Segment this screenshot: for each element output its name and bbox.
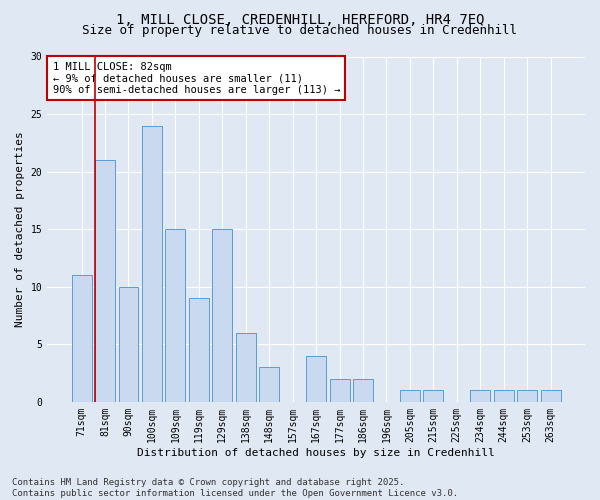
Bar	[329, 379, 350, 402]
Bar	[236, 333, 256, 402]
Text: Size of property relative to detached houses in Credenhill: Size of property relative to detached ho…	[83, 24, 517, 37]
Bar	[95, 160, 115, 402]
Bar	[189, 298, 209, 402]
Bar	[470, 390, 490, 402]
Bar	[212, 229, 232, 402]
Bar	[353, 379, 373, 402]
Bar	[259, 368, 279, 402]
X-axis label: Distribution of detached houses by size in Credenhill: Distribution of detached houses by size …	[137, 448, 495, 458]
Text: Contains HM Land Registry data © Crown copyright and database right 2025.
Contai: Contains HM Land Registry data © Crown c…	[12, 478, 458, 498]
Bar	[400, 390, 420, 402]
Y-axis label: Number of detached properties: Number of detached properties	[15, 132, 25, 327]
Bar	[494, 390, 514, 402]
Bar	[166, 229, 185, 402]
Text: 1, MILL CLOSE, CREDENHILL, HEREFORD, HR4 7EQ: 1, MILL CLOSE, CREDENHILL, HEREFORD, HR4…	[116, 12, 484, 26]
Bar	[71, 275, 92, 402]
Bar	[424, 390, 443, 402]
Bar	[306, 356, 326, 402]
Bar	[142, 126, 162, 402]
Bar	[119, 286, 139, 402]
Bar	[517, 390, 537, 402]
Text: 1 MILL CLOSE: 82sqm
← 9% of detached houses are smaller (11)
90% of semi-detache: 1 MILL CLOSE: 82sqm ← 9% of detached hou…	[53, 62, 340, 95]
Bar	[541, 390, 560, 402]
